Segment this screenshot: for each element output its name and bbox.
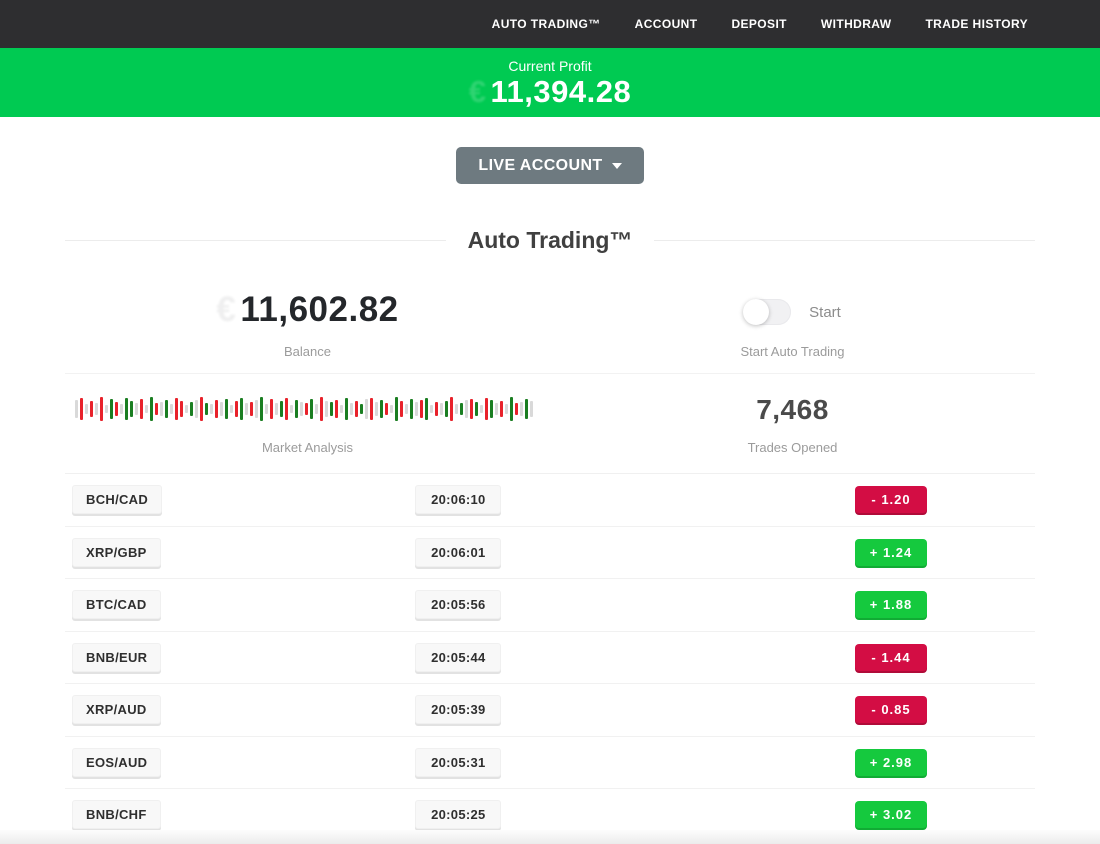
pair-tag: XRP/GBP — [72, 537, 161, 567]
nav-item-deposit[interactable]: DEPOSIT — [731, 17, 787, 31]
next-section-edge — [0, 830, 1100, 844]
live-account-dropdown-button[interactable]: LIVE ACCOUNT — [456, 147, 644, 184]
page-title: Auto Trading™ — [65, 224, 1035, 257]
top-nav: AUTO TRADING™ ACCOUNT DEPOSIT WITHDRAW T… — [0, 0, 1100, 48]
nav-item-withdraw[interactable]: WITHDRAW — [820, 17, 892, 31]
toggle-knob — [743, 299, 770, 325]
table-row: XRP/GBP 20:06:01 + 1.24 — [65, 527, 1035, 579]
pair-tag: BCH/CAD — [72, 485, 163, 515]
trades-opened-stat: 7,468 Trades Opened — [550, 392, 1035, 455]
trade-change-badge: + 3.02 — [855, 801, 927, 829]
trades-opened-label: Trades Opened — [747, 440, 838, 455]
trade-change-badge: + 2.98 — [855, 748, 927, 776]
pair-tag: XRP/AUD — [72, 695, 161, 725]
table-row: BTC/CAD 20:05:56 + 1.88 — [65, 579, 1035, 632]
pair-tag: EOS/AUD — [72, 747, 162, 777]
time-tag: 20:05:44 — [415, 642, 502, 672]
nav-item-trade-history[interactable]: TRADE HISTORY — [925, 17, 1028, 31]
start-auto-trading-toggle[interactable] — [743, 299, 792, 325]
time-tag: 20:05:39 — [415, 695, 502, 725]
time-tag: 20:05:31 — [415, 747, 502, 777]
chevron-down-icon — [611, 162, 622, 169]
balance-value: € 11,602.82 — [216, 290, 399, 329]
market-analysis-stat: Market Analysis — [65, 392, 550, 455]
table-row: XRP/AUD 20:05:39 - 0.85 — [65, 684, 1035, 737]
trade-change-badge: - 1.44 — [855, 643, 927, 671]
current-profit-value: € 11,394.28 — [468, 73, 632, 109]
market-analysis-label: Market Analysis — [261, 440, 354, 455]
time-tag: 20:06:01 — [415, 537, 502, 567]
nav-item-account[interactable]: ACCOUNT — [634, 17, 698, 31]
current-profit-banner: Current Profit € 11,394.28 — [0, 48, 1100, 117]
trade-change-badge: + 1.24 — [855, 538, 927, 566]
trade-change-badge: + 1.88 — [855, 591, 927, 619]
pair-tag: BNB/EUR — [72, 642, 162, 672]
nav-item-auto-trading[interactable]: AUTO TRADING™ — [491, 17, 601, 31]
current-profit-label: Current Profit — [508, 57, 592, 74]
table-row: EOS/AUD 20:05:31 + 2.98 — [65, 737, 1035, 789]
pair-tag: BNB/CHF — [72, 800, 161, 830]
market-analysis-chart — [75, 392, 540, 426]
table-row: BNB/EUR 20:05:44 - 1.44 — [65, 632, 1035, 684]
time-tag: 20:05:25 — [415, 800, 502, 830]
time-tag: 20:06:10 — [415, 485, 502, 515]
time-tag: 20:05:56 — [415, 590, 502, 620]
start-auto-trading-label: Start Auto Trading — [740, 344, 845, 359]
trades-opened-value: 7,468 — [756, 394, 829, 425]
table-row: BCH/CAD 20:06:10 - 1.20 — [65, 474, 1035, 527]
auto-trading-toggle-stat: Start Start Auto Trading — [550, 287, 1035, 359]
table-row: BNB/CHF 20:05:25 + 3.02 — [65, 789, 1035, 842]
toggle-start-label: Start — [809, 303, 841, 321]
trade-change-badge: - 0.85 — [855, 696, 927, 724]
balance-stat: € 11,602.82 Balance — [65, 287, 550, 359]
trade-change-badge: - 1.20 — [855, 486, 927, 514]
balance-label: Balance — [284, 344, 331, 359]
currency-ghost: € — [216, 290, 237, 329]
trades-list: BCH/CAD 20:06:10 - 1.20 XRP/GBP 20:06:01… — [65, 474, 1035, 842]
pair-tag: BTC/CAD — [72, 590, 161, 620]
currency-ghost: € — [468, 73, 487, 109]
